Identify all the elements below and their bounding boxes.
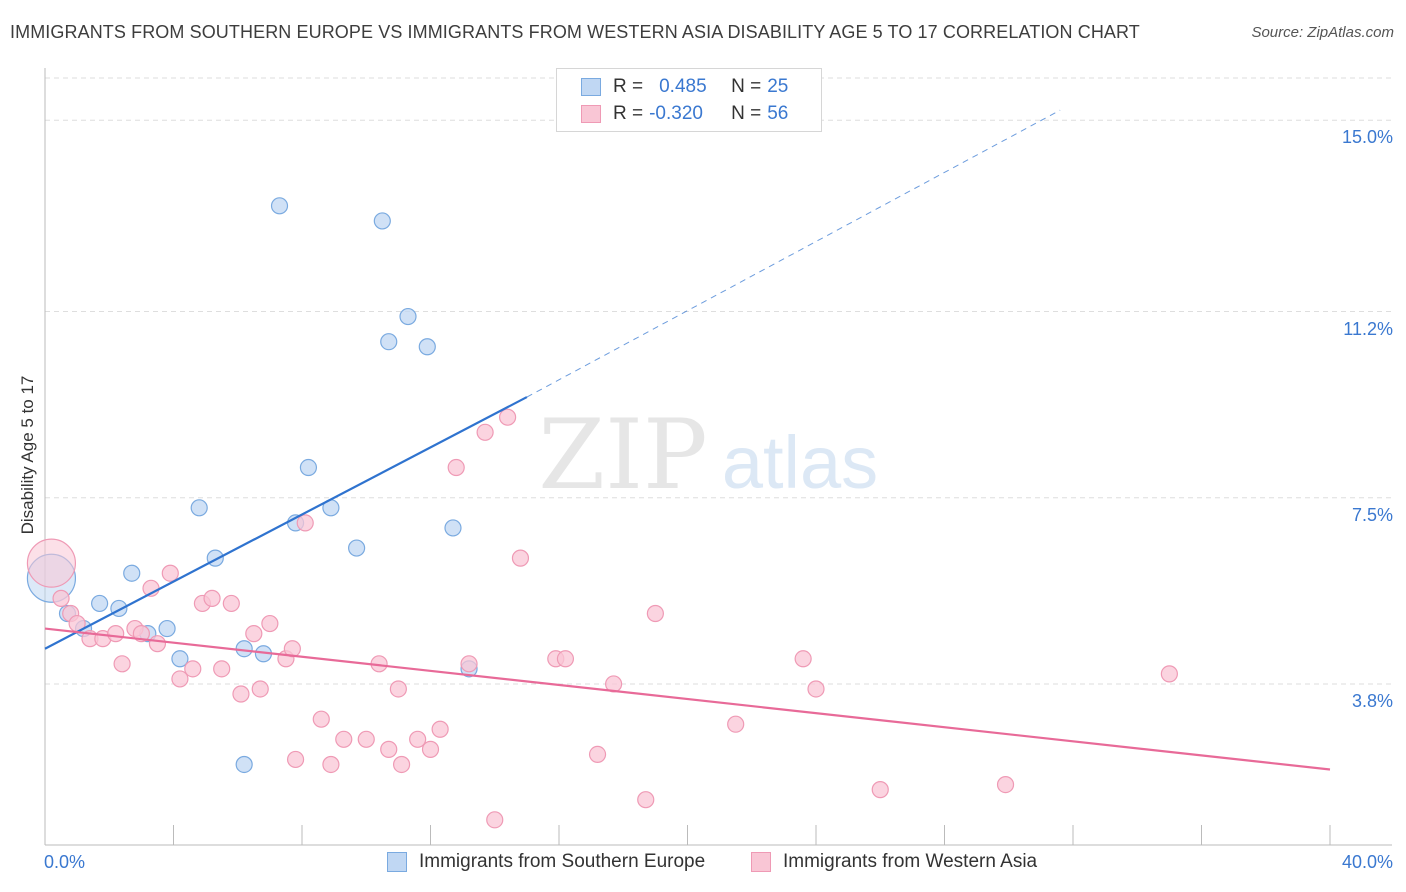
point-western-asia xyxy=(409,730,427,748)
point-southern-europe xyxy=(235,755,253,774)
point-western-asia xyxy=(148,635,167,653)
y-tick-label: 7.5% xyxy=(1351,504,1393,525)
legend-n-value: 56 xyxy=(767,103,789,124)
legend-label-western-asia: Immigrants from Western Asia xyxy=(783,851,1038,872)
legend-n-label: N = xyxy=(731,76,762,97)
point-western-asia xyxy=(203,589,221,607)
point-western-asia xyxy=(392,755,411,774)
point-western-asia xyxy=(807,680,825,698)
point-western-asia xyxy=(476,423,494,441)
legend-n-value: 25 xyxy=(767,76,789,97)
point-western-asia xyxy=(996,776,1015,794)
point-western-asia xyxy=(646,604,664,623)
legend-item-western-asia[interactable]: Immigrants from Western Asia xyxy=(751,851,1037,873)
y-tick-label: 11.2% xyxy=(1343,318,1393,339)
trend-line-extrapolated-southern-europe xyxy=(526,109,1061,398)
point-western-asia xyxy=(322,755,340,774)
point-western-asia xyxy=(222,594,240,613)
point-southern-europe xyxy=(373,212,391,230)
point-western-asia xyxy=(380,740,398,758)
point-southern-europe xyxy=(380,333,398,351)
point-western-asia xyxy=(499,408,517,426)
point-southern-europe xyxy=(418,338,436,356)
point-southern-europe xyxy=(444,519,462,537)
point-western-asia xyxy=(52,589,70,607)
point-western-asia xyxy=(389,680,407,698)
point-southern-europe xyxy=(190,499,208,517)
legend-item-southern-europe[interactable]: Immigrants from Southern Europe xyxy=(387,851,705,873)
point-western-asia xyxy=(637,791,655,809)
legend-r-label: R = xyxy=(613,103,644,124)
legend-row-southern-europe: R = 0.485 N = 25 xyxy=(581,75,788,99)
point-western-asia xyxy=(213,660,231,678)
trend-line-southern-europe xyxy=(44,396,528,650)
point-southern-europe xyxy=(348,539,366,557)
series-legend: Immigrants from Southern Europe Immigran… xyxy=(0,851,1406,877)
point-western-asia xyxy=(312,710,330,728)
x-tick-label-min: 0.0% xyxy=(44,852,86,872)
point-western-asia xyxy=(296,514,314,532)
point-western-asia xyxy=(357,730,375,748)
legend-swatch-blue xyxy=(581,78,601,96)
source-label: Source: ZipAtlas.com xyxy=(1251,24,1394,41)
point-western-asia xyxy=(421,740,440,758)
point-southern-europe xyxy=(158,619,176,638)
point-western-asia xyxy=(486,811,504,829)
point-western-asia xyxy=(794,650,812,668)
point-western-asia xyxy=(251,680,269,698)
correlation-legend: R = 0.485 N = 25 R = -0.320 N = 56 xyxy=(556,68,822,132)
point-western-asia xyxy=(511,549,530,567)
point-western-asia xyxy=(447,458,465,477)
point-southern-europe xyxy=(91,594,109,613)
x-tick-label-max: 40.0% xyxy=(1341,852,1393,872)
point-southern-europe xyxy=(299,458,318,477)
watermark-zip: ZIP xyxy=(538,399,707,511)
legend-r-value: -0.320 xyxy=(649,103,703,124)
point-southern-europe xyxy=(270,197,289,215)
legend-r-label: R = xyxy=(613,76,644,97)
legend-label-southern-europe: Immigrants from Southern Europe xyxy=(419,851,706,872)
point-western-asia xyxy=(161,564,179,582)
point-southern-europe xyxy=(123,564,141,582)
legend-r-value: 0.485 xyxy=(659,76,707,97)
legend-row-western-asia: R = -0.320 N = 56 xyxy=(581,102,788,126)
point-western-asia xyxy=(727,715,745,733)
point-western-asia xyxy=(245,625,263,643)
point-western-asia xyxy=(431,720,449,738)
legend-swatch-blue xyxy=(387,852,407,872)
point-western-asia xyxy=(113,655,131,673)
legend-n-label: N = xyxy=(731,103,762,124)
point-western-asia xyxy=(335,730,353,748)
trend-line-western-asia xyxy=(44,627,1331,771)
point-western-asia xyxy=(1160,665,1178,683)
legend-swatch-pink xyxy=(751,852,771,872)
point-western-asia xyxy=(286,750,305,769)
point-western-asia xyxy=(184,660,202,678)
point-southern-europe xyxy=(171,650,189,668)
chart-title: IMMIGRANTS FROM SOUTHERN EUROPE VS IMMIG… xyxy=(10,22,1140,42)
y-tick-label: 3.8% xyxy=(1351,690,1393,711)
point-western-asia xyxy=(261,614,279,633)
point-western-asia xyxy=(871,781,889,799)
point-western-asia xyxy=(556,650,575,668)
y-tick-label: 15.0% xyxy=(1341,127,1393,148)
watermark-atlas: atlas xyxy=(722,421,878,504)
point-western-asia xyxy=(588,745,607,764)
point-western-asia xyxy=(107,625,125,643)
point-western-asia xyxy=(460,655,478,673)
point-western-asia xyxy=(26,538,77,588)
legend-swatch-pink xyxy=(581,105,601,123)
point-western-asia xyxy=(232,685,250,703)
point-southern-europe xyxy=(399,307,417,326)
point-western-asia xyxy=(171,670,189,688)
